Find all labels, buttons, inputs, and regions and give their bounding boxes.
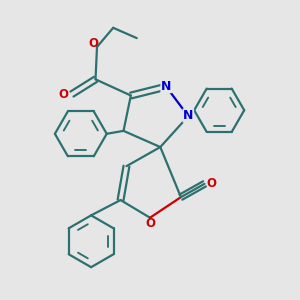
- Text: O: O: [206, 177, 216, 190]
- Text: N: N: [183, 109, 194, 122]
- Text: O: O: [59, 88, 69, 100]
- Text: O: O: [88, 37, 98, 50]
- Text: N: N: [161, 80, 171, 93]
- Text: O: O: [145, 217, 155, 230]
